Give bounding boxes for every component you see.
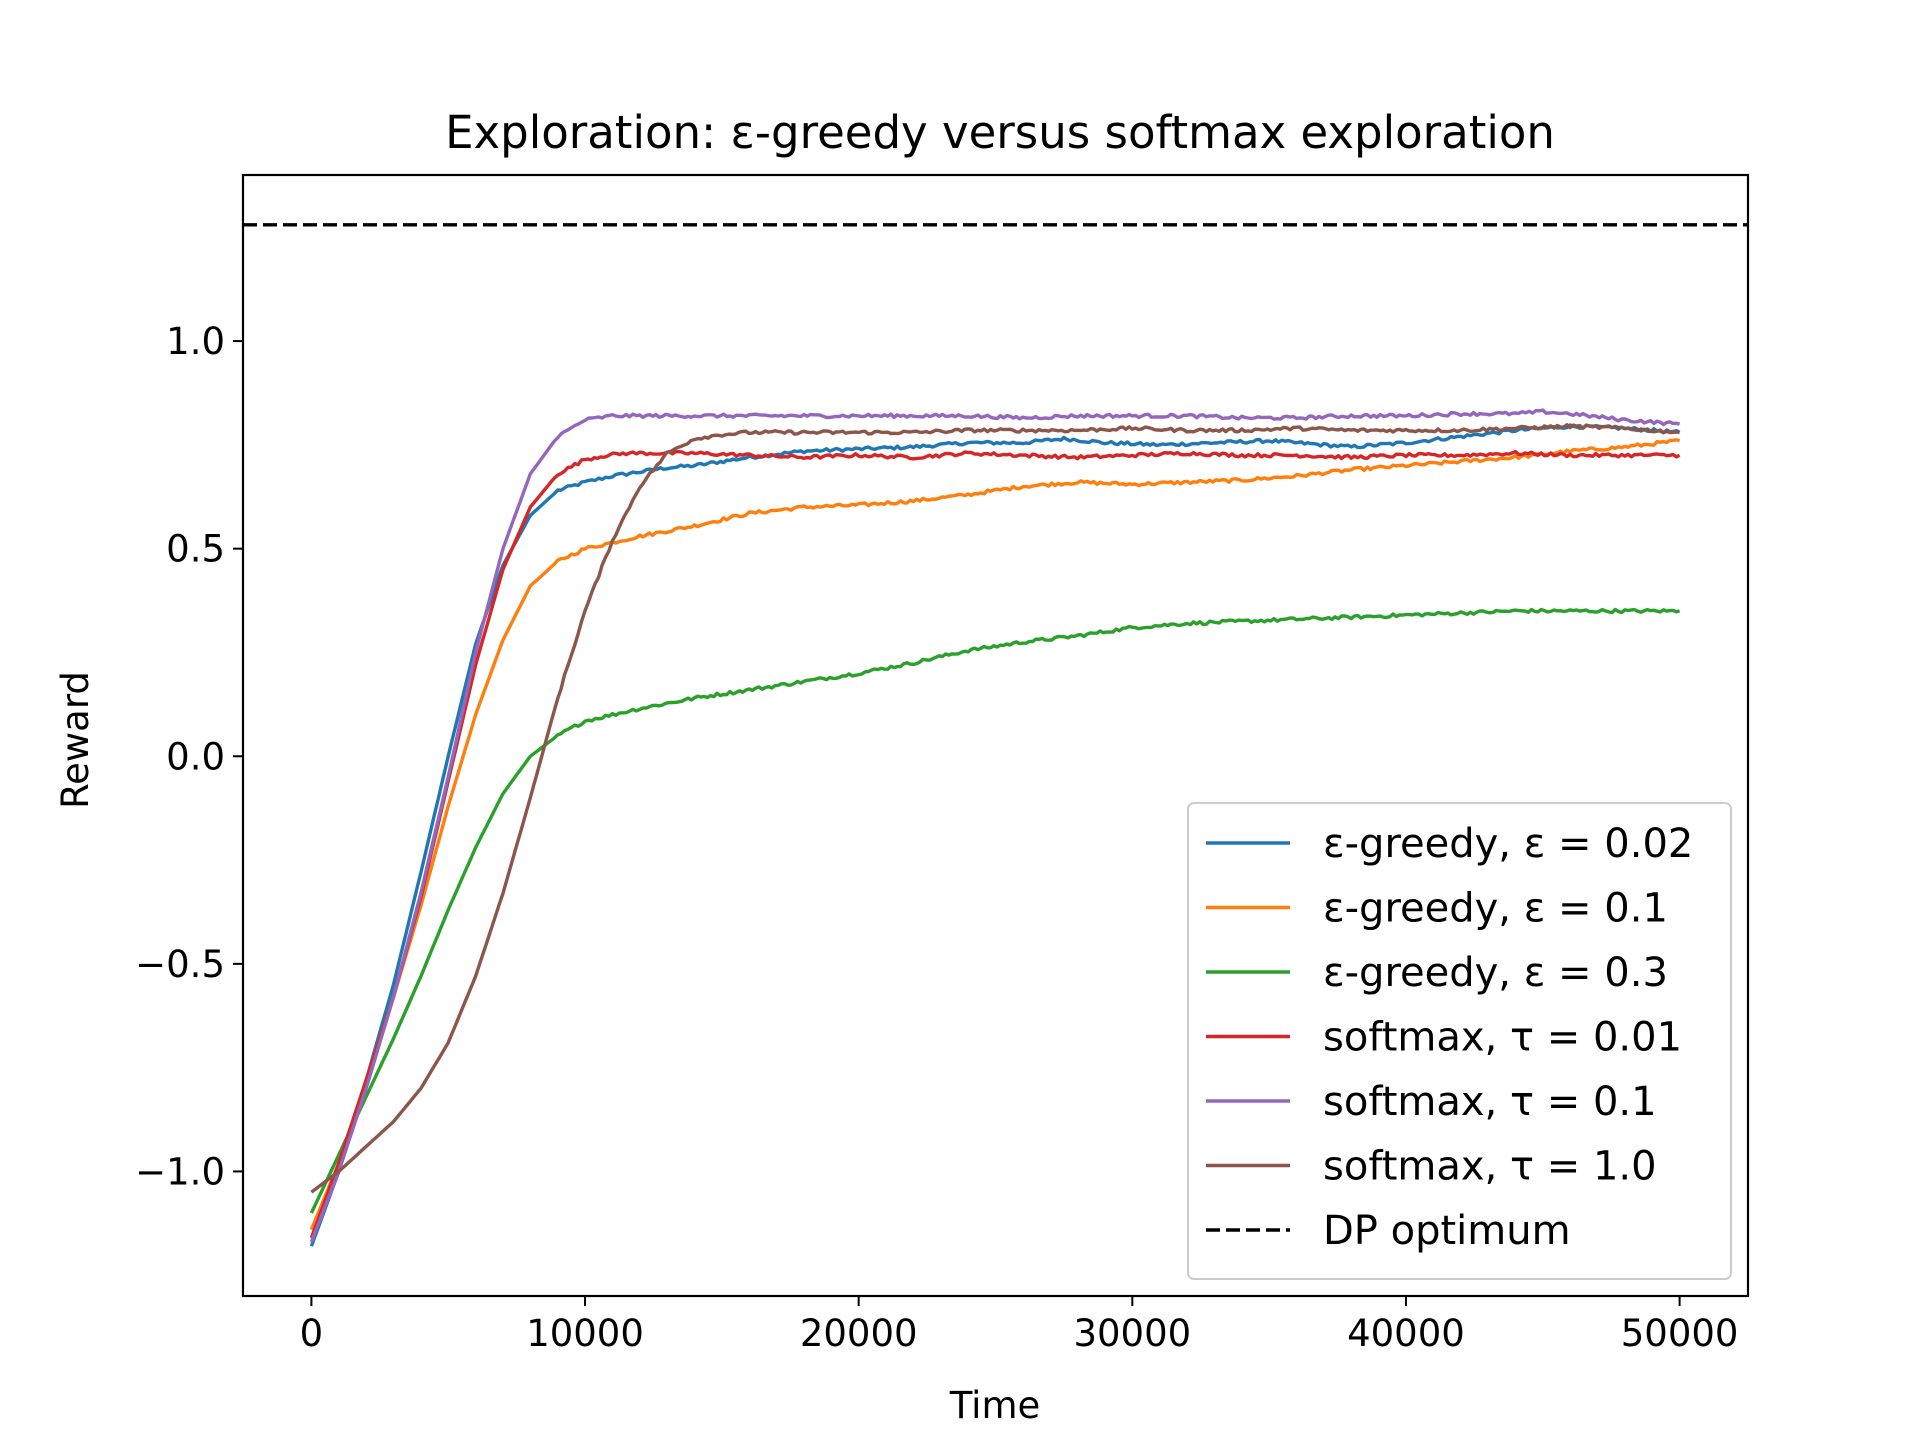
legend-label: ε-greedy, ε = 0.3 xyxy=(1323,950,1668,996)
plot-layer xyxy=(243,223,1748,1247)
legend-label: ε-greedy, ε = 0.02 xyxy=(1323,821,1693,867)
series-line-4 xyxy=(309,408,1681,1243)
x-tick-label: 0 xyxy=(300,1312,324,1355)
y-tick-label: 0.5 xyxy=(166,528,225,571)
x-tick-label: 50000 xyxy=(1621,1312,1739,1355)
x-tick-label: 10000 xyxy=(526,1312,644,1355)
x-tick-label: 30000 xyxy=(1073,1312,1191,1355)
y-tick-label: −1.0 xyxy=(135,1150,225,1193)
x-tick-label: 40000 xyxy=(1347,1312,1465,1355)
series-line-5 xyxy=(310,423,1680,1194)
legend-label: softmax, τ = 0.01 xyxy=(1323,1015,1682,1061)
legend-label: DP optimum xyxy=(1323,1208,1571,1254)
axes-layer: 0 10000 20000 30000 40000 50000 −1.0 −0.5 0.0 0.5… xyxy=(135,320,1738,1355)
x-axis-title: Time xyxy=(949,1384,1041,1427)
legend-label: ε-greedy, ε = 0.1 xyxy=(1323,886,1668,932)
legend-box xyxy=(1187,802,1732,1280)
y-tick-label: 0.0 xyxy=(166,735,225,778)
series-line-2 xyxy=(309,607,1681,1214)
x-tick-label: 20000 xyxy=(800,1312,918,1355)
plot-frame xyxy=(241,173,1750,1298)
legend-label: softmax, τ = 1.0 xyxy=(1323,1144,1657,1190)
legend: ε-greedy, ε = 0.02 ε-greedy, ε = 0.1 ε-gre… xyxy=(1187,802,1732,1280)
series-line-0 xyxy=(309,423,1681,1247)
y-tick-label: 1.0 xyxy=(166,320,225,363)
legend-label: softmax, τ = 0.1 xyxy=(1323,1079,1657,1125)
chart-title: Exploration: ε-greedy versus softmax exp… xyxy=(445,106,1555,159)
series-line-1 xyxy=(309,438,1681,1231)
series-line-3 xyxy=(309,449,1681,1239)
y-axis-title: Reward xyxy=(54,671,97,809)
y-tick-label: −0.5 xyxy=(135,943,225,986)
